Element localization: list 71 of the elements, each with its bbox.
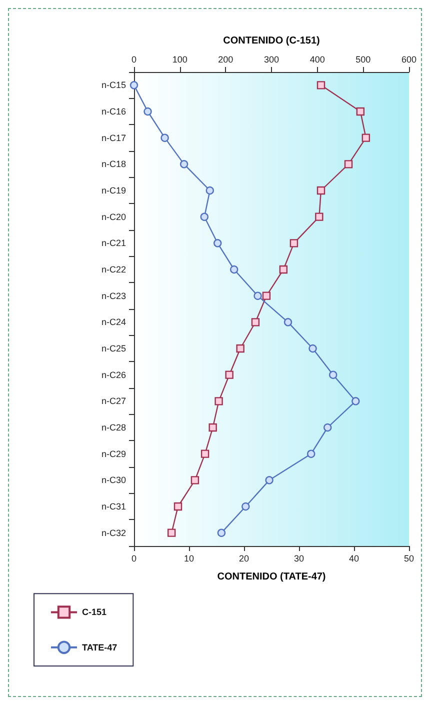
point bbox=[130, 81, 138, 90]
point bbox=[254, 292, 262, 300]
x-tick-label: 10 bbox=[184, 554, 194, 564]
point bbox=[144, 107, 152, 116]
y-tick-label: n-C19 bbox=[101, 186, 126, 196]
y-tick-label: n-C20 bbox=[101, 212, 126, 222]
point bbox=[265, 476, 274, 484]
x2-tick-label: 100 bbox=[172, 54, 188, 64]
x-tick-label: 0 bbox=[131, 554, 137, 564]
point bbox=[316, 81, 326, 90]
point bbox=[190, 476, 200, 484]
point bbox=[279, 265, 288, 274]
y-tick-label: n-C28 bbox=[101, 422, 126, 432]
y-tick-label: n-C25 bbox=[101, 344, 126, 354]
x-tick-label: 20 bbox=[238, 554, 250, 564]
point bbox=[356, 107, 365, 116]
y-tick-label: n-C32 bbox=[101, 528, 126, 538]
x2-tick-label: 600 bbox=[401, 54, 417, 64]
y-tick-label: n-C31 bbox=[101, 502, 126, 512]
x-tick-label: 30 bbox=[294, 554, 304, 564]
y-tick-label: n-C26 bbox=[101, 370, 126, 380]
point bbox=[307, 450, 316, 458]
y-tick-label: n-C23 bbox=[101, 290, 126, 301]
point bbox=[200, 212, 208, 221]
point bbox=[316, 186, 326, 195]
point bbox=[290, 239, 298, 248]
point bbox=[362, 134, 370, 142]
legend-label: C-151 bbox=[82, 607, 107, 618]
point bbox=[180, 160, 188, 168]
y-tick-label: n-C18 bbox=[101, 159, 126, 170]
y-tick-label: n-C21 bbox=[101, 238, 126, 248]
point bbox=[225, 370, 234, 379]
point bbox=[315, 212, 324, 221]
x-axis-title: CONTENIDO (TATE-47) bbox=[217, 572, 326, 582]
point bbox=[284, 318, 292, 326]
x2-tick-label: 300 bbox=[264, 54, 280, 64]
y-tick-label: n-C22 bbox=[101, 264, 126, 274]
x-tick-label: 40 bbox=[348, 554, 360, 564]
point bbox=[230, 265, 238, 274]
point bbox=[208, 423, 217, 432]
point bbox=[344, 160, 353, 168]
point bbox=[167, 528, 176, 537]
point bbox=[262, 292, 271, 300]
x2-tick-label: 200 bbox=[218, 54, 234, 64]
point bbox=[242, 502, 250, 511]
point bbox=[174, 502, 182, 511]
y-tick-label: n-C17 bbox=[101, 132, 126, 143]
point bbox=[352, 397, 360, 406]
legend-label: TATE-47 bbox=[82, 642, 118, 652]
y-tick-label: n-C24 bbox=[101, 317, 126, 328]
point bbox=[329, 370, 338, 379]
point bbox=[200, 450, 210, 458]
y-tick-label: n-C27 bbox=[101, 396, 126, 406]
y-tick-label: n-C30 bbox=[101, 475, 126, 486]
y-tick-label: n-C16 bbox=[101, 106, 126, 116]
x2-tick-label: 500 bbox=[356, 54, 371, 64]
point bbox=[251, 318, 260, 326]
point bbox=[324, 423, 332, 432]
x2-axis-title: CONTENIDO (C-151) bbox=[223, 36, 320, 46]
point bbox=[217, 528, 226, 537]
point bbox=[308, 344, 317, 353]
x-tick-label: 50 bbox=[404, 554, 414, 564]
point bbox=[206, 186, 214, 195]
point bbox=[214, 397, 223, 406]
x2-tick-label: 400 bbox=[310, 54, 325, 64]
point bbox=[160, 134, 169, 142]
point bbox=[236, 344, 244, 353]
y-tick-label: n-C15 bbox=[101, 80, 126, 90]
y-tick-label: n-C29 bbox=[101, 448, 126, 459]
point bbox=[214, 239, 222, 248]
x2-tick-label: 0 bbox=[131, 54, 137, 64]
